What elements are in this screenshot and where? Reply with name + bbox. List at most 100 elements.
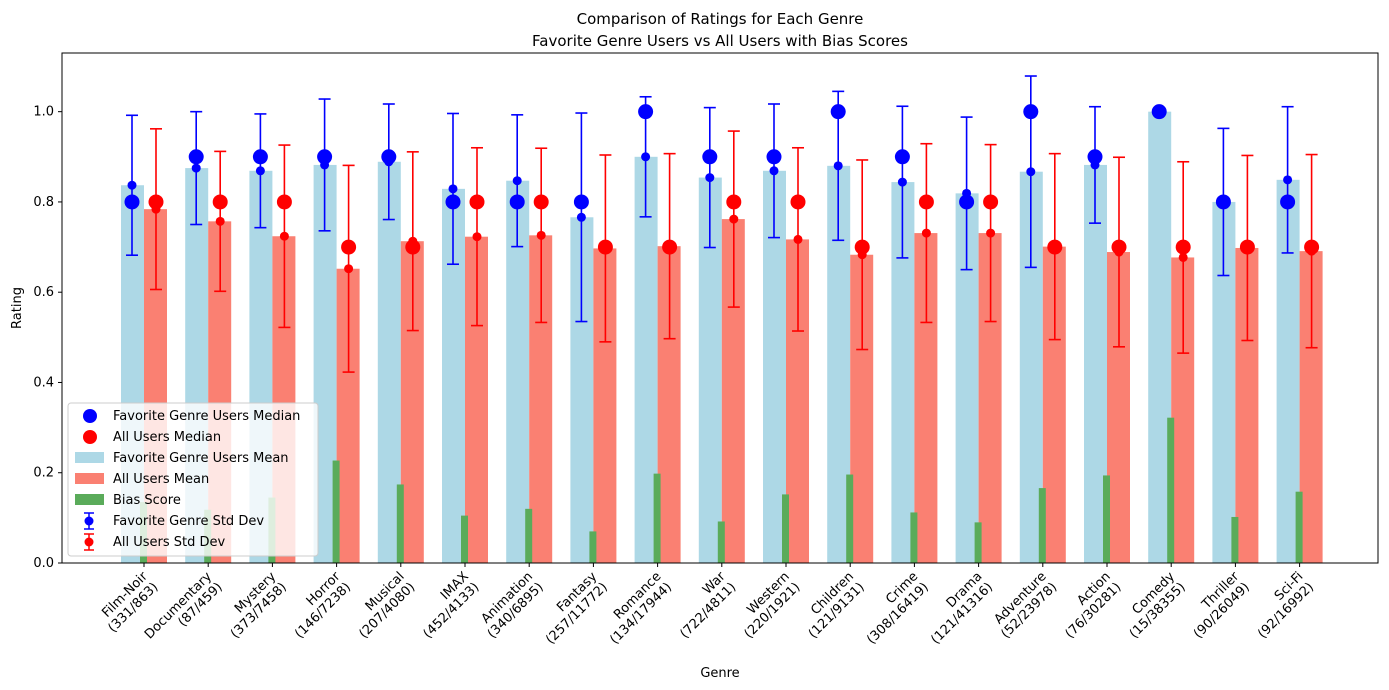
fav-median-point xyxy=(1280,194,1296,210)
all-median-point xyxy=(1047,239,1063,255)
all-mean-bar xyxy=(465,236,488,564)
all-median-point xyxy=(341,239,357,255)
x-tick-label: Sci-Fi(92/16992) xyxy=(1245,569,1317,641)
fav-mean-bar xyxy=(1019,171,1043,564)
y-axis-label: Rating xyxy=(10,287,25,329)
bias-bar xyxy=(653,473,661,563)
fav-std-errorbar-mean-point xyxy=(576,212,586,222)
fav-mean-bar xyxy=(955,193,979,563)
x-tick-label: Horror(146/7238) xyxy=(282,569,355,642)
fav-mean-bar xyxy=(1148,111,1172,563)
fav-median-point xyxy=(381,149,397,165)
fav-mean-bar xyxy=(1212,201,1236,563)
x-tick-label: War(722/4811) xyxy=(667,569,740,642)
fav-mean-bar xyxy=(1084,164,1107,563)
x-tick-label: Comedy(15/38355) xyxy=(1116,569,1189,642)
all-mean-bar xyxy=(657,246,681,563)
all-median-point xyxy=(148,194,164,210)
all-mean-bar xyxy=(1299,251,1323,563)
fav-median-point xyxy=(638,104,654,120)
all-median-point xyxy=(790,194,806,210)
legend-all-std-label: All Users Std Dev xyxy=(113,535,226,550)
bias-bar xyxy=(717,521,725,563)
plot-frame xyxy=(61,52,1379,564)
x-tick-label: Documentary(87/459) xyxy=(142,569,226,653)
all-mean-bar xyxy=(336,268,360,563)
fav-std-errorbar xyxy=(254,113,267,229)
fav-std-errorbar-mean-point xyxy=(127,180,137,190)
all-mean-bar xyxy=(1235,247,1259,563)
fav-std-errorbar-mean-point xyxy=(897,177,907,187)
bias-bar xyxy=(525,508,533,563)
fav-median-point xyxy=(124,194,140,210)
all-mean-bar xyxy=(721,219,745,563)
all-std-errorbar xyxy=(792,146,804,332)
all-mean-bar xyxy=(593,248,617,563)
legend-bias-swatch xyxy=(75,494,104,505)
all-std-errorbar-mean-point xyxy=(921,228,931,238)
fav-std-errorbar-mean-point xyxy=(705,173,715,183)
x-axis: Film-Noir(331/863)Documentary(87/459) Mys… xyxy=(99,563,1317,653)
all-mean-bar xyxy=(1171,257,1195,563)
x-tick-label: Children(121/9131) xyxy=(795,569,867,641)
bias-bar xyxy=(1038,488,1046,563)
chart-title: Comparison of Ratings for Each Genre xyxy=(577,10,864,28)
legend-fav-mean-label: Favorite Genre Users Mean xyxy=(113,451,289,466)
all-mean-bar xyxy=(1042,246,1066,563)
fav-mean-bar xyxy=(698,177,722,563)
bias-bar xyxy=(846,474,854,563)
fav-std-errorbar-mean-point xyxy=(191,163,201,173)
all-median-point xyxy=(918,194,934,210)
all-median-point xyxy=(405,239,421,255)
legend-frame xyxy=(67,402,319,557)
fav-std-errorbar-mean-point xyxy=(255,166,265,176)
legend-all-median-label: All Users Median xyxy=(113,430,221,445)
all-std-errorbar xyxy=(920,142,933,324)
legend-all-std-marker xyxy=(84,533,94,551)
x-tick-label: Animation(340/6895) xyxy=(474,569,546,641)
fav-std-errorbar-mean-point xyxy=(769,166,779,176)
fav-mean-bar xyxy=(570,217,594,563)
all-median-point xyxy=(276,194,292,210)
fav-std-errorbar-mean-point xyxy=(448,184,458,194)
y-tick-label: 0.8 xyxy=(33,195,54,210)
all-std-errorbar-mean-point xyxy=(215,216,225,226)
fav-median-point xyxy=(1087,149,1103,165)
all-median-point xyxy=(854,239,870,255)
fav-median-point xyxy=(188,149,204,165)
fav-median-point xyxy=(1215,194,1231,210)
marker-layer xyxy=(124,104,1320,255)
all-std-errorbar-mean-point xyxy=(1178,252,1188,262)
fav-std-errorbar xyxy=(768,103,780,239)
fav-median-point xyxy=(959,194,975,210)
fav-mean-bar xyxy=(506,180,530,564)
legend-fav-mean-swatch xyxy=(75,452,104,463)
fav-std-errorbar xyxy=(575,112,588,323)
bias-bar xyxy=(910,512,918,563)
legend-fav-std-marker xyxy=(84,512,94,530)
legend-fav-std-label: Favorite Genre Std Dev xyxy=(113,514,264,529)
fav-median-point xyxy=(702,149,718,165)
all-std-errorbar xyxy=(278,144,291,329)
y-tick-label: 0.6 xyxy=(33,285,54,300)
x-tick-label: Drama(121/41316) xyxy=(918,569,996,647)
chart-subtitle: Favorite Genre Users vs All Users with B… xyxy=(532,32,908,50)
fav-std-errorbar xyxy=(896,105,909,259)
all-std-errorbar xyxy=(535,147,548,324)
all-mean-bar xyxy=(529,235,553,563)
x-tick-label: Fantasy(257/11772) xyxy=(533,569,611,647)
fav-median-point xyxy=(830,104,846,120)
fav-std-errorbar xyxy=(703,106,716,249)
all-median-point xyxy=(1175,239,1191,255)
x-tick-label: Musical(207/4080) xyxy=(346,569,418,641)
fav-median-point xyxy=(1023,104,1039,120)
x-tick-label: Crime(308/16419) xyxy=(854,569,932,647)
all-mean-bar xyxy=(1107,252,1130,563)
all-median-point xyxy=(726,194,742,210)
y-tick-label: 0.2 xyxy=(33,466,54,481)
all-median-point xyxy=(597,239,613,255)
fav-std-errorbar xyxy=(447,112,459,266)
fav-mean-bar xyxy=(313,164,337,563)
all-std-errorbar-mean-point xyxy=(986,228,996,238)
